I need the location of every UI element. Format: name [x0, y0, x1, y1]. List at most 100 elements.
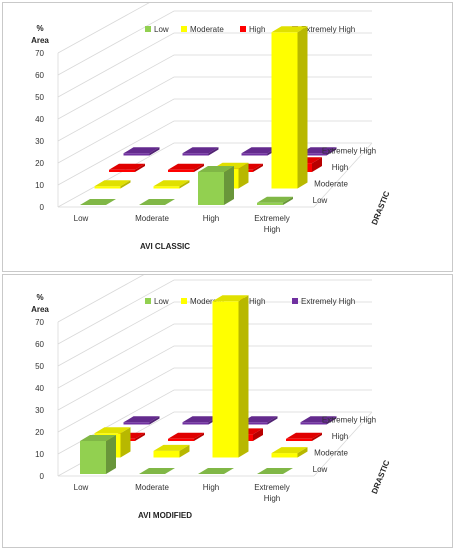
bar-side: [297, 26, 308, 189]
gridline: [57, 345, 372, 411]
bar-side: [179, 180, 190, 189]
bar-front: [168, 438, 194, 441]
y-axis-label: %: [36, 24, 43, 33]
bar-front: [153, 450, 180, 458]
bar-front: [80, 441, 106, 474]
bar-top: [123, 147, 160, 154]
z-axis-title: DRASTIC: [370, 459, 392, 496]
category-label: High: [203, 214, 219, 223]
y-tick-label: 40: [35, 384, 44, 393]
chart-panel-avi-modified: 0 10 20 30 40 50 60 70% Area Low Moderate High Extre…: [2, 274, 453, 548]
bar-side: [135, 432, 145, 441]
bar-top: [94, 427, 131, 434]
bar-side: [312, 432, 322, 441]
category-label: Low: [74, 483, 89, 492]
bar-high-extremely-high: [286, 432, 322, 441]
bar-side: [120, 427, 131, 458]
bar-moderate-moderate: [153, 444, 190, 458]
y-tick-label: 10: [35, 181, 44, 190]
series-label: Moderate: [314, 449, 348, 458]
bar-front: [123, 422, 150, 425]
bar-top: [257, 468, 293, 474]
bar-top: [300, 147, 337, 154]
legend-swatch: [145, 26, 151, 32]
bar-top: [94, 180, 131, 187]
y-tick-label: 60: [35, 71, 44, 80]
bar-low-extremely-high: [257, 468, 293, 475]
legend-label: High: [249, 25, 265, 34]
category-label: High: [264, 494, 280, 503]
bar-moderate-moderate: [153, 180, 190, 189]
legend-swatch: [181, 26, 187, 32]
bar-front: [300, 422, 327, 425]
bar-extremely-high-low: [123, 416, 160, 425]
bar-top: [153, 444, 190, 451]
legend-label: Low: [154, 25, 169, 34]
y-tick-label: 0: [40, 472, 45, 481]
y-tick-label: 10: [35, 450, 44, 459]
bar-side: [253, 163, 263, 172]
chart-avi-modified: 0 10 20 30 40 50 60 70% Area Low Moderate High Extre…: [31, 275, 392, 520]
chart-title: AVI CLASSIC: [140, 242, 190, 251]
bar-top: [139, 468, 175, 474]
bar-top: [241, 416, 278, 423]
y-tick-label: 30: [35, 406, 44, 415]
y-tick-label: 40: [35, 115, 44, 124]
bar-low-low: [80, 199, 116, 206]
bar-side: [135, 163, 145, 172]
bar-extremely-high-high: [241, 416, 278, 425]
gridlines: [57, 3, 373, 208]
bar-top: [182, 147, 219, 154]
bar-low-moderate: [139, 199, 175, 206]
gridline: [57, 3, 150, 54]
bar-high-moderate: [168, 432, 204, 441]
bar-front: [212, 301, 239, 458]
bar-high-moderate: [168, 163, 204, 172]
gridline: [57, 54, 372, 120]
y-tick-label: 50: [35, 362, 44, 371]
bar-side: [238, 162, 249, 189]
bar-top: [109, 163, 145, 170]
bar-top: [198, 468, 234, 474]
chart-panel-avi-classic: 0 10 20 30 40 50 60 70% Area Low Moderate High Extre…: [2, 2, 453, 272]
bar-front: [94, 186, 121, 189]
y-tick-label: 70: [35, 49, 44, 58]
bar-side: [253, 428, 263, 441]
bar-low-high: [198, 468, 234, 475]
category-label: Moderate: [135, 214, 169, 223]
bar-side: [208, 147, 219, 156]
legend-label: Low: [154, 297, 169, 306]
series-label: Extremely High: [322, 147, 376, 156]
bar-front: [198, 172, 224, 205]
bar-front: [257, 202, 283, 205]
bar-side: [194, 432, 204, 441]
bar-front: [271, 453, 298, 458]
gridline: [57, 275, 145, 323]
bar-top: [271, 26, 308, 33]
bar-moderate-high: [212, 295, 249, 458]
bar-front: [300, 153, 327, 156]
bar-top: [153, 180, 190, 187]
gridline: [57, 10, 372, 76]
y-tick-label: 0: [40, 203, 45, 212]
bar-side: [179, 444, 190, 458]
gridline: [57, 301, 372, 367]
bar-top: [123, 416, 160, 423]
legend-swatch: [145, 298, 151, 304]
legend: Low Moderate High Extremely High: [145, 297, 355, 306]
bar-top: [182, 416, 219, 423]
gridline: [57, 367, 372, 433]
legend-label: Extremely High: [301, 297, 355, 306]
bar-side: [149, 416, 160, 425]
bar-top: [286, 432, 322, 439]
bar-side: [149, 147, 160, 156]
bar-side: [267, 416, 278, 425]
bar-extremely-high-low: [123, 147, 160, 156]
bar-front: [182, 153, 209, 156]
bar-high-low: [109, 163, 145, 172]
bar-low-moderate: [139, 468, 175, 475]
bar-side: [326, 416, 337, 425]
bar-front: [286, 438, 312, 441]
bar-side: [106, 435, 116, 474]
bar-front: [241, 153, 268, 156]
